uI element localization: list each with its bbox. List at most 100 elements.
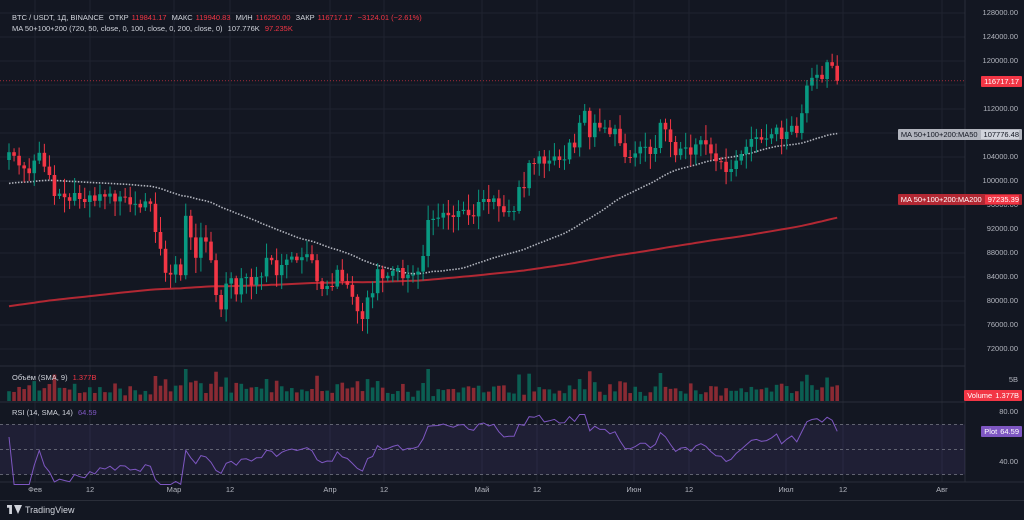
candle-body	[648, 146, 653, 154]
candle-body	[396, 268, 400, 271]
candle-body	[370, 293, 375, 298]
volume-bar	[421, 383, 425, 401]
volume-bar	[416, 390, 420, 401]
volume-bar	[598, 391, 602, 401]
candle-body	[784, 131, 789, 139]
candle-body	[759, 137, 764, 140]
volume-bar	[153, 375, 158, 401]
volume-bar	[229, 392, 233, 401]
low-value: 116250.00	[255, 13, 291, 22]
volume-bar	[795, 391, 799, 401]
candle-body	[380, 269, 385, 279]
candle-body	[532, 163, 536, 164]
volume-bar	[163, 379, 168, 401]
candles[interactable]	[7, 53, 839, 334]
candle-body	[441, 212, 446, 218]
symbol-legend[interactable]: BTC / USDT, 1Д, BINANCE ОТКР 119841.17 МА…	[12, 13, 425, 22]
rsi-axis-80: 80.00	[999, 407, 1018, 416]
candle-body	[360, 311, 365, 319]
volume-bar	[42, 388, 47, 401]
rsi-pane	[0, 414, 965, 486]
candle-body	[279, 265, 284, 276]
volume-bar	[108, 392, 112, 401]
volume-bar	[709, 386, 713, 401]
volume-bar	[17, 386, 21, 401]
volume-bar	[603, 394, 607, 401]
price-axis-label: 84000.00	[986, 272, 1018, 281]
rsi-legend-name[interactable]: RSI (14, SMA, 14)	[12, 408, 73, 417]
candle-body	[133, 203, 138, 205]
volume-bar	[497, 385, 501, 401]
candle-body	[694, 144, 698, 155]
volume-bar	[194, 380, 198, 401]
candle-body	[52, 175, 57, 196]
volume-bar	[72, 383, 77, 401]
candle-body	[719, 161, 723, 163]
volume-bar	[648, 392, 653, 401]
ma-legend[interactable]: MA 50+100+200 (720, 50, close, 0, 100, c…	[12, 24, 296, 33]
time-axis-label: Май	[474, 485, 490, 494]
ma200-tag-label: MA 50+100+200:MA200	[900, 195, 982, 204]
volume-bar	[825, 377, 829, 401]
candle-body	[138, 203, 143, 208]
low-label: МИН	[235, 13, 253, 22]
candle-body	[749, 139, 754, 147]
volume-bar	[350, 387, 355, 401]
candle-body	[608, 127, 612, 135]
volume-bar	[441, 390, 446, 401]
volume-bar	[673, 388, 678, 401]
volume-bar	[663, 386, 668, 401]
candle-body	[729, 169, 733, 172]
price-axis-label: 124000.00	[982, 32, 1018, 41]
candle-body	[421, 256, 425, 272]
candle-body	[385, 275, 390, 279]
candle-body	[37, 152, 42, 161]
volume-bar	[375, 381, 380, 401]
candle-body	[340, 269, 345, 282]
volume-bar	[385, 392, 390, 401]
volume-bar	[699, 394, 703, 401]
ma-legend-name[interactable]: MA 50+100+200 (720, 50, close, 0, 100, c…	[12, 24, 223, 33]
volume-legend-name[interactable]: Объём (SMA, 9)	[12, 373, 68, 382]
volume-bar	[113, 383, 117, 401]
volume-bar	[729, 390, 733, 401]
volume-bar	[577, 379, 582, 401]
volume-legend[interactable]: Объём (SMA, 9) 1.377B	[12, 373, 99, 382]
candle-body	[492, 198, 496, 202]
volume-bar	[749, 386, 754, 401]
symbol-name[interactable]: BTC / USDT, 1Д, BINANCE	[12, 13, 104, 22]
candle-body	[633, 153, 637, 158]
candle-body	[800, 113, 804, 133]
candle-body	[128, 197, 132, 205]
volume-bar	[168, 391, 173, 401]
volume-bar	[118, 388, 122, 401]
volume-bar	[446, 389, 451, 401]
candle-body	[365, 297, 370, 319]
candle-body	[810, 77, 814, 86]
candle-body	[264, 257, 269, 277]
candle-body	[12, 152, 16, 156]
volume-bar	[259, 388, 264, 401]
open-label: ОТКР	[108, 13, 129, 22]
volume-tag-value: 1.377B	[995, 391, 1019, 400]
candle-body	[173, 264, 178, 275]
volume-bar	[587, 371, 592, 401]
volume-bar	[325, 390, 329, 401]
candle-body	[47, 166, 52, 175]
tradingview-logo[interactable]: TradingView	[7, 505, 75, 515]
price-axis-label: 100000.00	[982, 176, 1018, 185]
rsi-legend[interactable]: RSI (14, SMA, 14) 64.59	[12, 408, 100, 417]
candle-body	[350, 284, 355, 297]
candle-body	[93, 195, 97, 201]
candle-body	[754, 137, 759, 139]
candle-body	[153, 203, 158, 232]
candle-body	[461, 209, 466, 211]
candle-body	[209, 241, 213, 261]
volume-bar	[123, 395, 127, 401]
candle-body	[537, 156, 542, 164]
price-axis-label: 80000.00	[986, 296, 1018, 305]
volume-bar	[345, 388, 350, 401]
candle-body	[562, 159, 567, 161]
candle-body	[42, 152, 47, 167]
